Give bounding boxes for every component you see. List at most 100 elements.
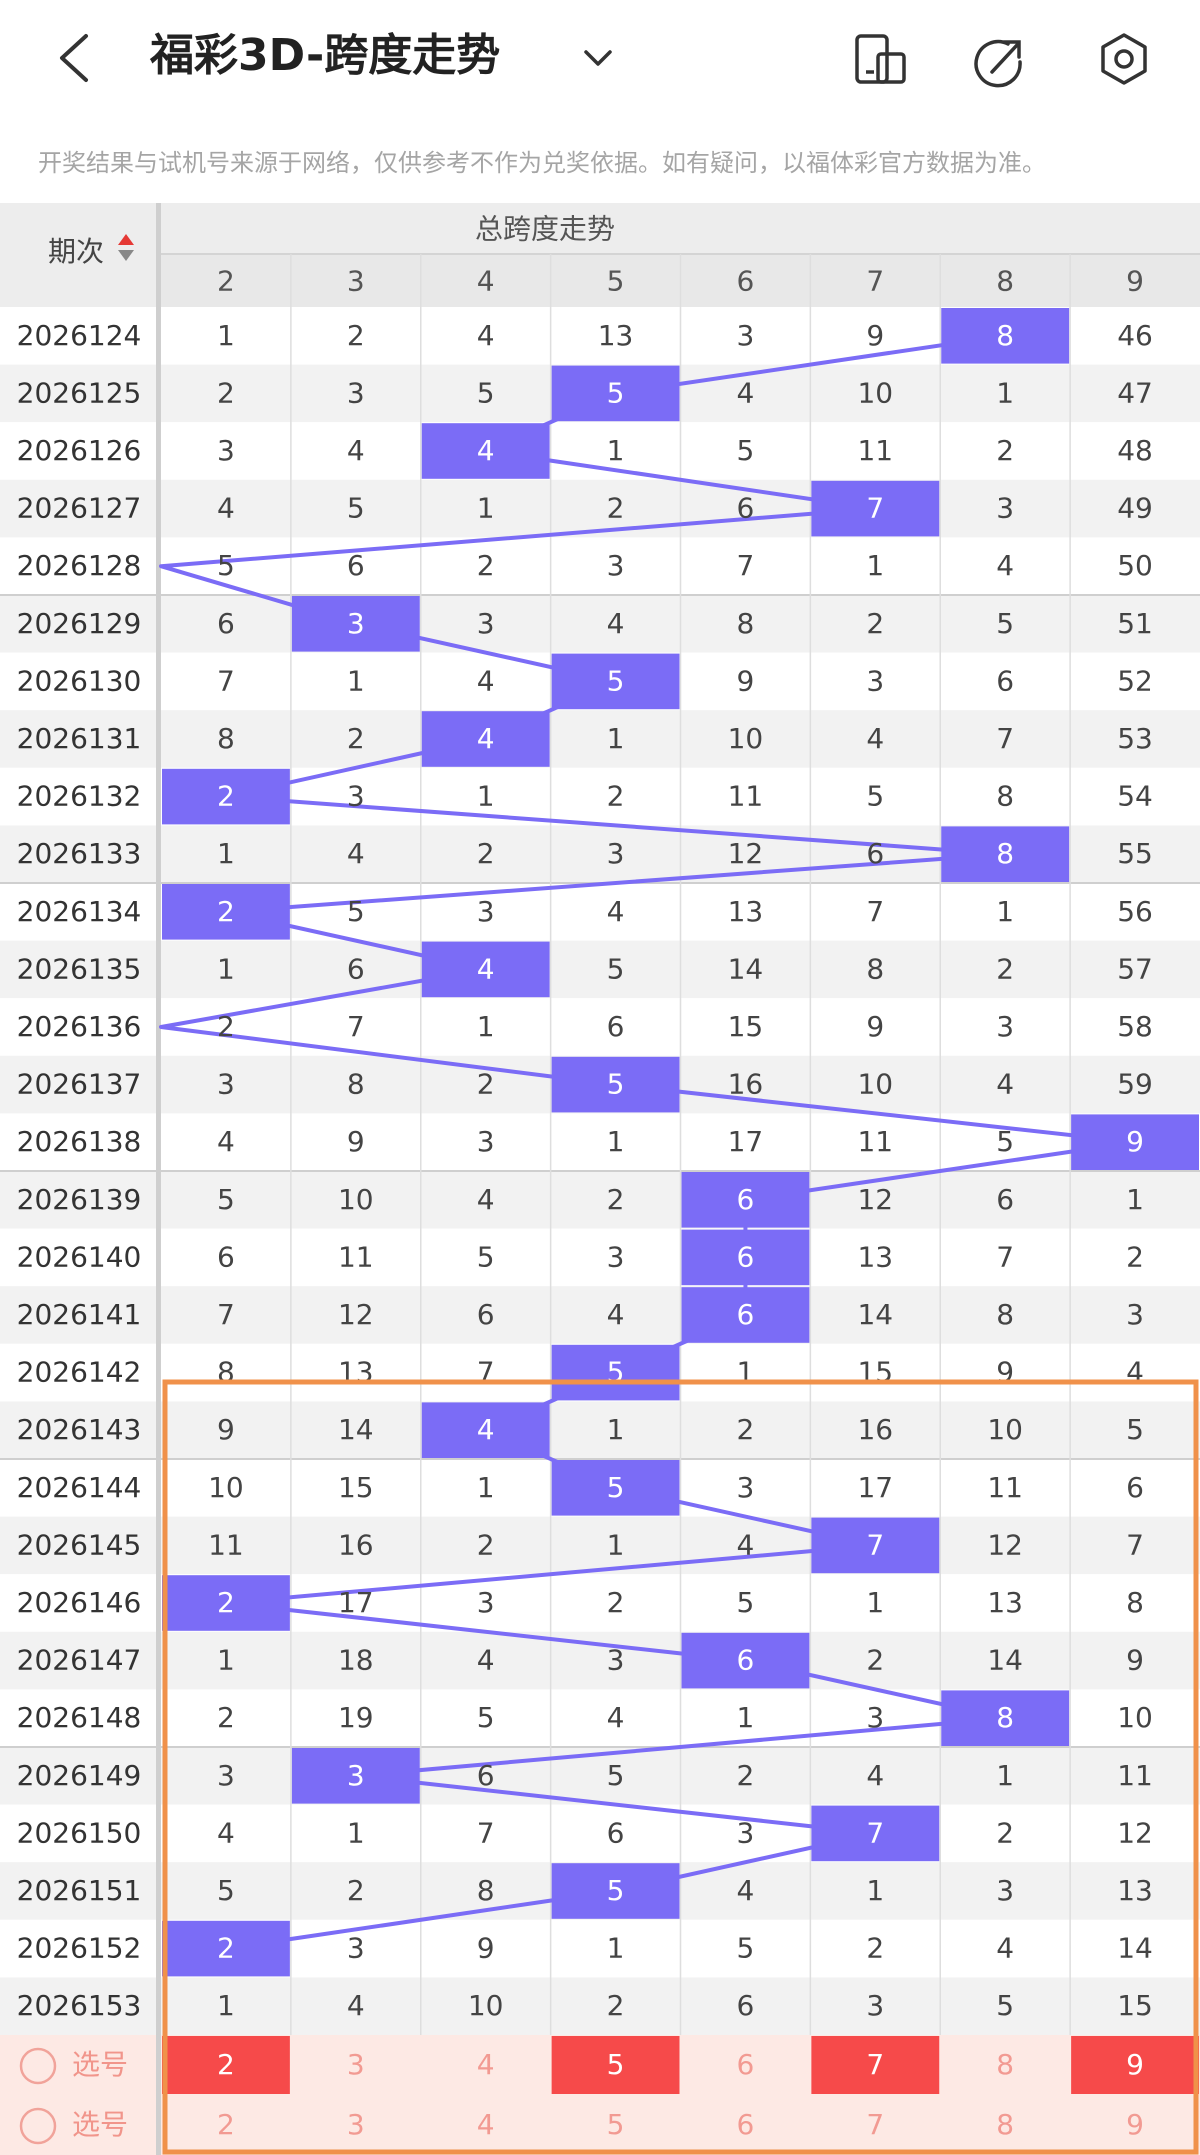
pick-number[interactable]: 3 xyxy=(347,2048,365,2081)
pick-number[interactable]: 8 xyxy=(996,2048,1014,2081)
omission-value: 3 xyxy=(1126,1298,1144,1331)
omission-value: 4 xyxy=(996,549,1014,582)
omission-value: 4 xyxy=(866,722,884,755)
row-bg xyxy=(0,1747,1200,1805)
picker-label: 选号 xyxy=(72,2108,128,2141)
omission-value: 51 xyxy=(1117,607,1153,640)
hit-value: 5 xyxy=(607,376,625,409)
omission-value: 58 xyxy=(1117,1010,1153,1043)
omission-value: 2 xyxy=(737,1759,755,1792)
omission-value: 1 xyxy=(347,664,365,697)
omission-value: 2 xyxy=(866,1644,884,1677)
omission-value: 2 xyxy=(347,319,365,352)
omission-value: 14 xyxy=(857,1298,893,1331)
omission-value: 9 xyxy=(737,664,755,697)
omission-value: 6 xyxy=(607,1010,625,1043)
pick-number[interactable]: 7 xyxy=(866,2048,884,2081)
omission-value: 14 xyxy=(1117,1932,1153,1965)
hit-value: 9 xyxy=(1126,1125,1144,1158)
pick-number[interactable]: 3 xyxy=(347,2108,365,2141)
omission-value: 6 xyxy=(607,1816,625,1849)
device-icon[interactable] xyxy=(855,34,906,84)
row-bg xyxy=(0,1228,1200,1287)
period: 2026145 xyxy=(17,1528,142,1561)
period: 2026131 xyxy=(17,722,142,755)
hit-cell xyxy=(162,884,290,940)
pick-number[interactable]: 8 xyxy=(996,2108,1014,2141)
omission-value: 1 xyxy=(607,1528,625,1561)
period: 2026141 xyxy=(17,1298,142,1331)
omission-value: 5 xyxy=(347,492,365,525)
settings-icon[interactable] xyxy=(1101,33,1147,85)
omission-value: 17 xyxy=(728,1125,764,1158)
omission-value: 2 xyxy=(347,722,365,755)
picker-checkbox[interactable] xyxy=(19,2047,57,2085)
omission-value: 4 xyxy=(477,664,495,697)
omission-value: 2 xyxy=(217,1701,235,1734)
pick-number[interactable]: 2 xyxy=(217,2108,235,2141)
omission-value: 4 xyxy=(477,1644,495,1677)
omission-value: 50 xyxy=(1117,549,1153,582)
share-icon[interactable] xyxy=(974,39,1022,88)
omission-value: 16 xyxy=(857,1413,893,1446)
omission-value: 5 xyxy=(477,1240,495,1273)
omission-value: 54 xyxy=(1117,780,1153,813)
omission-value: 5 xyxy=(477,1701,495,1734)
pick-number[interactable]: 4 xyxy=(477,2108,495,2141)
omission-value: 9 xyxy=(866,1010,884,1043)
omission-value: 6 xyxy=(996,664,1014,697)
omission-value: 53 xyxy=(1117,722,1153,755)
omission-value: 59 xyxy=(1117,1068,1153,1101)
period: 2026137 xyxy=(17,1068,142,1101)
hit-value: 8 xyxy=(996,1701,1014,1734)
omission-value: 17 xyxy=(857,1471,893,1504)
hit-cell xyxy=(551,1460,680,1516)
hit-cell xyxy=(941,826,1070,882)
period: 2026144 xyxy=(17,1471,142,1504)
omission-value: 3 xyxy=(866,664,884,697)
omission-value: 10 xyxy=(728,722,764,755)
pick-number[interactable]: 5 xyxy=(607,2108,625,2141)
omission-value: 14 xyxy=(338,1413,374,1446)
omission-value: 9 xyxy=(477,1932,495,1965)
omission-value: 8 xyxy=(1126,1586,1144,1619)
omission-value: 10 xyxy=(1117,1701,1153,1734)
omission-value: 8 xyxy=(217,722,235,755)
back-button[interactable] xyxy=(60,34,88,82)
hit-cell xyxy=(551,365,680,422)
omission-value: 3 xyxy=(347,376,365,409)
title-dropdown[interactable] xyxy=(584,50,612,66)
omission-value: 4 xyxy=(347,1989,365,2022)
period: 2026142 xyxy=(17,1356,142,1389)
omission-value: 4 xyxy=(477,319,495,352)
omission-value: 1 xyxy=(217,952,235,985)
selection-frame xyxy=(162,1379,1199,2155)
omission-value: 1 xyxy=(607,434,625,467)
pick-number[interactable]: 6 xyxy=(737,2108,755,2141)
omission-value: 3 xyxy=(217,1068,235,1101)
pick-number[interactable]: 4 xyxy=(477,2048,495,2081)
period: 2026129 xyxy=(17,607,142,640)
omission-value: 3 xyxy=(217,434,235,467)
omission-value: 8 xyxy=(996,1298,1014,1331)
omission-value: 3 xyxy=(477,1125,495,1158)
omission-value: 3 xyxy=(607,1240,625,1273)
pick-number[interactable]: 9 xyxy=(1126,2108,1144,2141)
pick-number[interactable]: 2 xyxy=(217,2048,235,2081)
pick-number[interactable]: 9 xyxy=(1126,2048,1144,2081)
omission-value: 3 xyxy=(217,1759,235,1792)
pick-number[interactable]: 6 xyxy=(737,2048,755,2081)
omission-value: 6 xyxy=(737,1989,755,2022)
omission-value: 5 xyxy=(347,895,365,928)
omission-value: 1 xyxy=(866,549,884,582)
picker-checkbox[interactable] xyxy=(19,2107,57,2145)
pick-number[interactable]: 7 xyxy=(866,2108,884,2141)
period: 2026152 xyxy=(17,1932,142,1965)
omission-value: 3 xyxy=(866,1701,884,1734)
row-bg xyxy=(0,1286,1200,1344)
omission-value: 8 xyxy=(866,952,884,985)
sort-down xyxy=(118,250,134,261)
omission-value: 11 xyxy=(338,1240,374,1273)
pick-number[interactable]: 5 xyxy=(607,2048,625,2081)
omission-value: 5 xyxy=(607,952,625,985)
